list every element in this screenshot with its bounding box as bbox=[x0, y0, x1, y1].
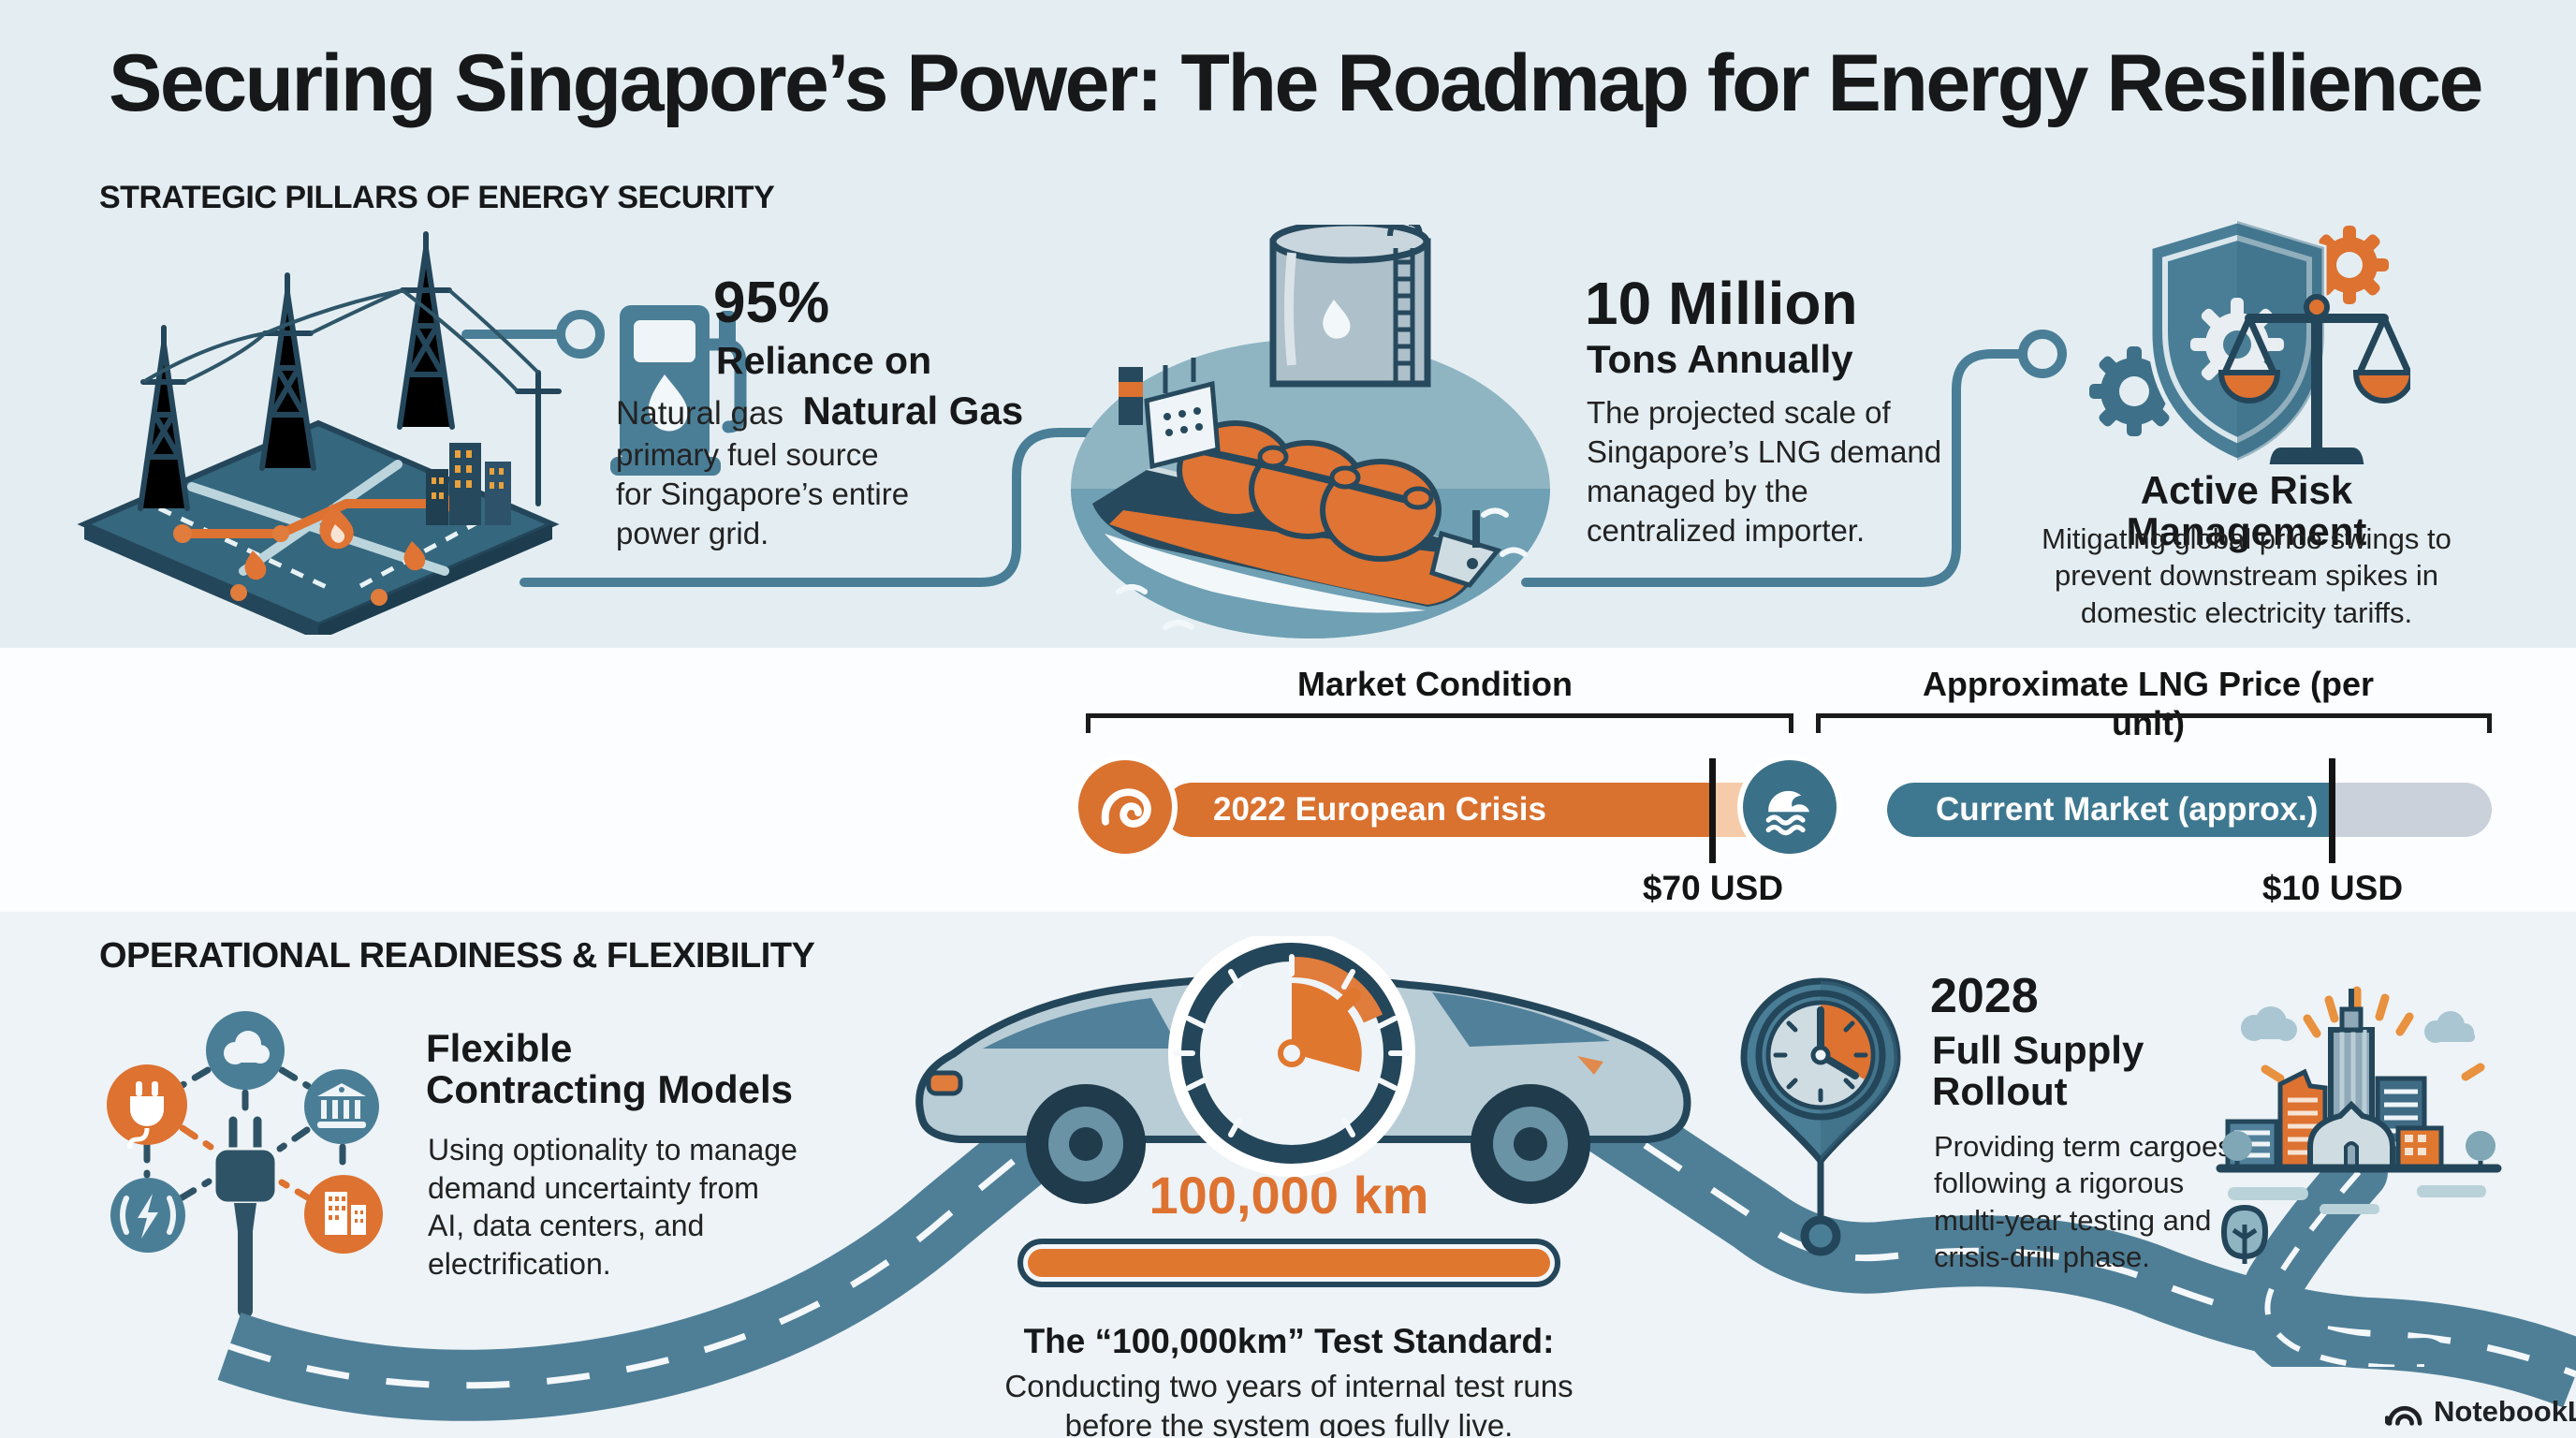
footer-brand: NotebookLM bbox=[2385, 1395, 2576, 1429]
current-market-bar-fill bbox=[1887, 783, 2335, 837]
risk-body: Mitigating global price swings to preven… bbox=[2042, 522, 2452, 629]
calm-wave-icon bbox=[1737, 755, 1842, 859]
test-progress-track bbox=[1017, 1239, 1560, 1287]
section-heading-pillars: STRATEGIC PILLARS OF ENERGY SECURITY bbox=[99, 180, 775, 215]
lead-regular-text: Natural gas bbox=[616, 395, 783, 432]
stat-10m-value: 10 Million bbox=[1585, 270, 1858, 337]
crisis-wave-icon bbox=[1073, 755, 1178, 859]
notebooklm-logo-icon bbox=[2385, 1405, 2422, 1426]
power-grid-illustration bbox=[77, 231, 562, 635]
gas-pump-icon bbox=[610, 305, 747, 476]
speedometer-gauge-icon bbox=[1168, 936, 1415, 1177]
current-price-label: $10 USD bbox=[2261, 869, 2404, 907]
rollout-year: 2028 bbox=[1930, 969, 2039, 1023]
gear-icon bbox=[2089, 346, 2179, 436]
scales-icon bbox=[2217, 294, 2410, 464]
test-distance-value: 100,000 km bbox=[1149, 1166, 1429, 1225]
stat-95-lead-line: Natural gas Natural Gas bbox=[616, 389, 1023, 433]
flexible-demand-cluster-illustration bbox=[107, 1011, 383, 1254]
stat-10m-body: The projected scale of Singapore’s LNG d… bbox=[1587, 395, 1942, 548]
crisis-bar-label: 2022 European Crisis bbox=[1213, 791, 1546, 828]
lng-price-bracket bbox=[1816, 713, 2492, 733]
connector-ring-right bbox=[2018, 330, 2067, 378]
footer-brand-name: NotebookLM bbox=[2434, 1395, 2576, 1428]
gear-icon bbox=[2310, 226, 2389, 304]
middle-band-background bbox=[0, 648, 2576, 912]
page-title: Securing Singapore’s Power: The Roadmap … bbox=[109, 38, 2483, 128]
rollout-title: Full Supply Rollout bbox=[1932, 1028, 2144, 1114]
market-condition-bracket bbox=[1086, 713, 1793, 733]
connector-ship-to-risk bbox=[1521, 349, 2023, 587]
section-heading-operations: OPERATIONAL READINESS & FLEXIBILITY bbox=[99, 936, 815, 976]
risk-title: Active Risk Management bbox=[2126, 468, 2367, 554]
test-standard-body: Conducting two years of internal test ru… bbox=[1004, 1369, 1573, 1438]
crisis-price-tick bbox=[1709, 758, 1716, 863]
risk-management-icon bbox=[2089, 218, 2410, 464]
crisis-price-label: $70 USD bbox=[1642, 869, 1784, 907]
stat-95-value: 95% bbox=[713, 271, 830, 335]
stat-95-body: primary fuel source for Singapore’s enti… bbox=[616, 437, 910, 550]
road-center-line bbox=[227, 1075, 2576, 1389]
clock-pin-icon bbox=[1740, 977, 1901, 1256]
lng-price-header: Approximate LNG Price (per unit) bbox=[1922, 665, 2375, 742]
contracting-title: Flexible Contracting Models bbox=[426, 1026, 794, 1112]
bank-icon bbox=[304, 1069, 379, 1144]
contracting-body: Using optionality to manage demand uncer… bbox=[428, 1133, 798, 1281]
city-skyline-illustration bbox=[2216, 986, 2502, 1367]
lng-ship-illustration bbox=[1071, 225, 1550, 638]
current-price-tick bbox=[2329, 758, 2335, 863]
current-market-bar: Current Market (approx.) bbox=[1887, 783, 2492, 837]
test-progress-fill bbox=[1028, 1249, 1550, 1277]
stat-95-label: Reliance on bbox=[716, 339, 932, 382]
current-market-bar-label: Current Market (approx.) bbox=[1936, 791, 2319, 828]
rollout-body: Providing term cargoes following a rigor… bbox=[1934, 1130, 2232, 1274]
speedometer-car-illustration bbox=[915, 936, 1691, 1204]
crisis-bar-fill bbox=[1164, 783, 1712, 837]
crisis-bar: 2022 European Crisis bbox=[1164, 783, 1793, 837]
lead-bold-text: Natural Gas bbox=[802, 389, 1024, 433]
tree-icon bbox=[2220, 1131, 2496, 1264]
connector-ring-left bbox=[556, 310, 605, 359]
stat-10m-label: Tons Annually bbox=[1587, 337, 1853, 381]
market-condition-header: Market Condition bbox=[1297, 665, 1573, 703]
test-standard-title: The “100,000km” Test Standard: bbox=[1023, 1322, 1555, 1360]
connector-to-ship bbox=[520, 428, 1109, 587]
central-plug-icon bbox=[212, 1113, 278, 1231]
